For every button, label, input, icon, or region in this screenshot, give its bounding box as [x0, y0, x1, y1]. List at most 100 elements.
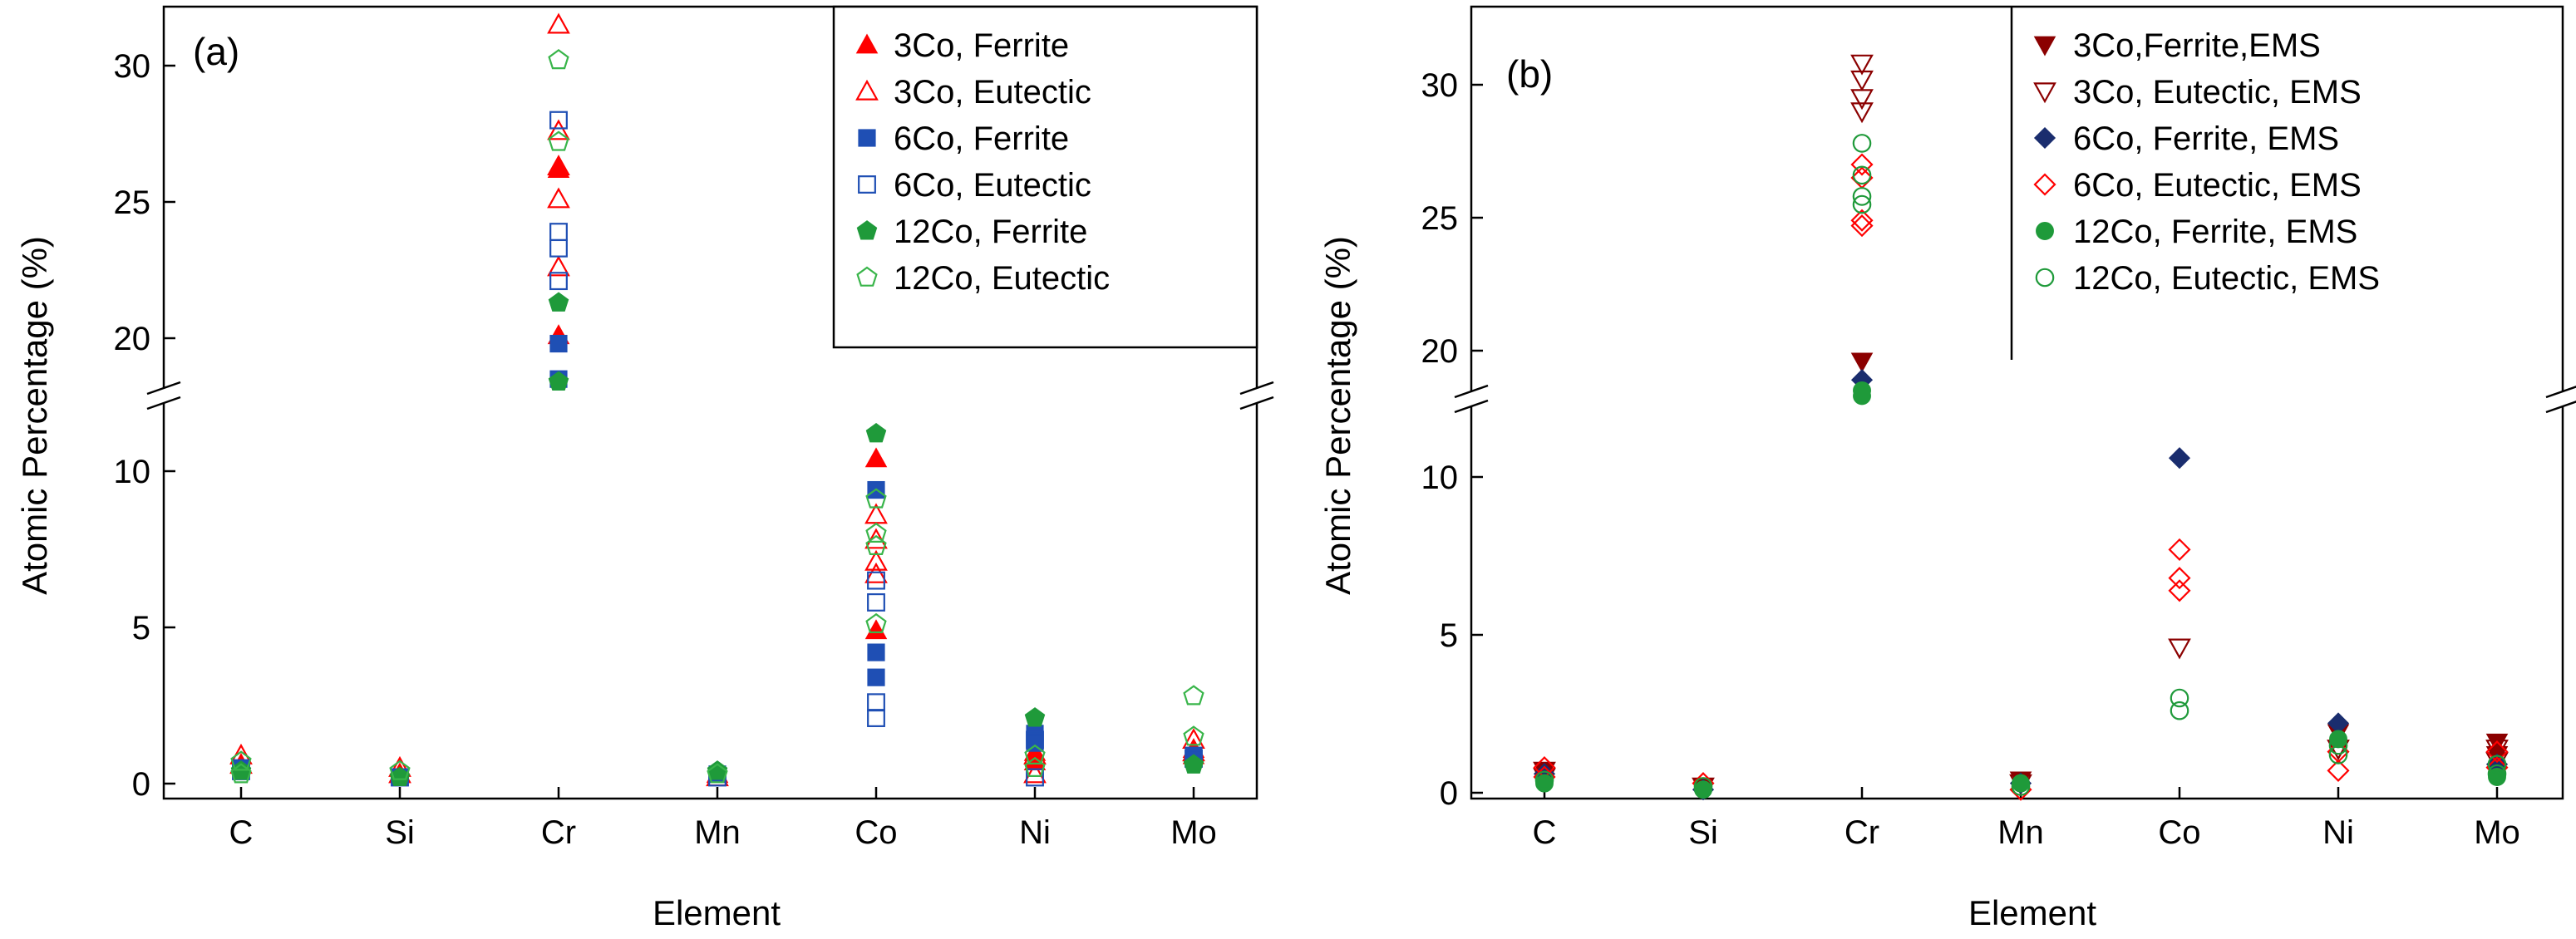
axis-break-slash [146, 396, 181, 411]
axis-break-gap [160, 388, 167, 403]
legend-label: 6Co, Eutectic [894, 167, 1091, 204]
data-point [549, 334, 568, 353]
y-axis-label: Atomic Percentage (%) [1318, 236, 1357, 595]
x-tick-label: Co [2158, 814, 2200, 851]
data-point [1850, 209, 1874, 232]
data-point [1850, 102, 1874, 124]
data-point [547, 255, 570, 277]
data-point [547, 12, 570, 34]
y-tick-label: 0 [1440, 775, 1458, 812]
x-tick-label: Ni [2322, 814, 2354, 851]
axis-break-slash [1454, 399, 1489, 414]
data-point [1853, 386, 1871, 406]
axis-break [146, 381, 1274, 411]
legend-label: 12Co, Eutectic [894, 260, 1110, 297]
legend-marker [2035, 268, 2055, 288]
data-point [867, 571, 885, 590]
legend: 3Co, Ferrite 3Co, Eutectic 6Co, Ferrite 6Co… [832, 5, 1258, 349]
data-point [2328, 735, 2348, 755]
panel-label: (b) [1506, 52, 1553, 96]
data-point [707, 763, 728, 784]
data-point [1023, 762, 1047, 784]
data-point [2168, 638, 2191, 660]
data-point [2168, 538, 2191, 561]
x-ticks: C Si Cr Mn Co Ni Mo [1533, 787, 2520, 851]
data-point [707, 760, 728, 780]
axis-break [1454, 384, 2576, 414]
axis-break-gap [1468, 391, 1475, 406]
x-tick-label: Mo [1170, 814, 1217, 851]
legend-label: 3Co, Eutectic, EMS [2073, 74, 2362, 111]
legend-marker [2033, 82, 2056, 104]
axis-break-slash [1239, 381, 1274, 396]
data-point [867, 693, 885, 712]
legend-marker [855, 33, 879, 54]
legend-marker [2033, 36, 2056, 57]
data-point [1693, 777, 1713, 796]
data-point [2170, 688, 2189, 708]
axis-break-slash [1239, 396, 1274, 411]
data-point [1026, 768, 1044, 787]
data-point [549, 272, 568, 291]
axis-break-slash [2545, 401, 2576, 414]
data-point [2168, 447, 2191, 470]
data-point [867, 643, 885, 661]
data-point [1852, 165, 1872, 185]
data-point [2328, 745, 2348, 764]
data-point [864, 619, 888, 640]
data-point [548, 49, 569, 70]
x-tick-label: Si [1688, 814, 1718, 851]
data-point [230, 763, 252, 784]
x-axis-label: Element [1968, 893, 2096, 932]
y-tick-label: 25 [114, 184, 151, 221]
y-ticks: 0 5 10 20 25 30 [114, 48, 175, 803]
data-point [1850, 54, 1874, 76]
legend-marker [2036, 222, 2054, 240]
data-points [1533, 54, 2509, 801]
data-point [2329, 730, 2347, 749]
axis-break-slash [2545, 386, 2576, 399]
data-point [1852, 187, 1872, 206]
data-point [2327, 759, 2350, 782]
data-point [547, 155, 570, 176]
data-point [2485, 740, 2509, 764]
data-point [2487, 764, 2507, 784]
data-point [865, 612, 887, 634]
data-point [2487, 755, 2507, 774]
data-point [865, 422, 887, 443]
y-tick-label: 20 [1421, 333, 1459, 370]
data-point [1024, 707, 1046, 727]
x-tick-label: C [229, 814, 254, 851]
data-point [389, 760, 411, 780]
data-point [2011, 777, 2031, 796]
data-point [549, 238, 568, 258]
legend-box [832, 5, 1258, 349]
data-point [865, 522, 887, 543]
x-tick-label: Mn [1997, 814, 2044, 851]
data-point [547, 119, 570, 140]
legend-label: 12Co, Eutectic, EMS [2073, 260, 2380, 297]
legend-label: 6Co, Ferrite [894, 120, 1069, 157]
legend-marker [855, 79, 879, 101]
data-point [1850, 153, 1874, 176]
data-point [1026, 730, 1044, 750]
legend-label: 12Co, Ferrite, EMS [2073, 214, 2357, 250]
data-point [867, 709, 885, 727]
data-point [1024, 756, 1046, 778]
legend-label: 12Co, Ferrite [894, 214, 1087, 250]
data-point [549, 223, 568, 242]
axis-break-slash [146, 381, 181, 396]
data-point [1534, 770, 1554, 790]
data-point [1850, 89, 1874, 111]
data-point [548, 292, 569, 312]
data-point [2168, 567, 2191, 590]
x-tick-label: Cr [541, 814, 576, 851]
data-point [867, 592, 885, 612]
x-tick-label: C [1533, 814, 1557, 851]
y-tick-label: 5 [1440, 617, 1458, 654]
data-point [865, 534, 887, 556]
y-ticks: 0 5 10 20 25 30 [1421, 67, 1483, 812]
y-tick-label: 30 [114, 48, 151, 85]
x-axis-label: Element [653, 893, 781, 932]
x-tick-label: Mo [2474, 814, 2520, 851]
